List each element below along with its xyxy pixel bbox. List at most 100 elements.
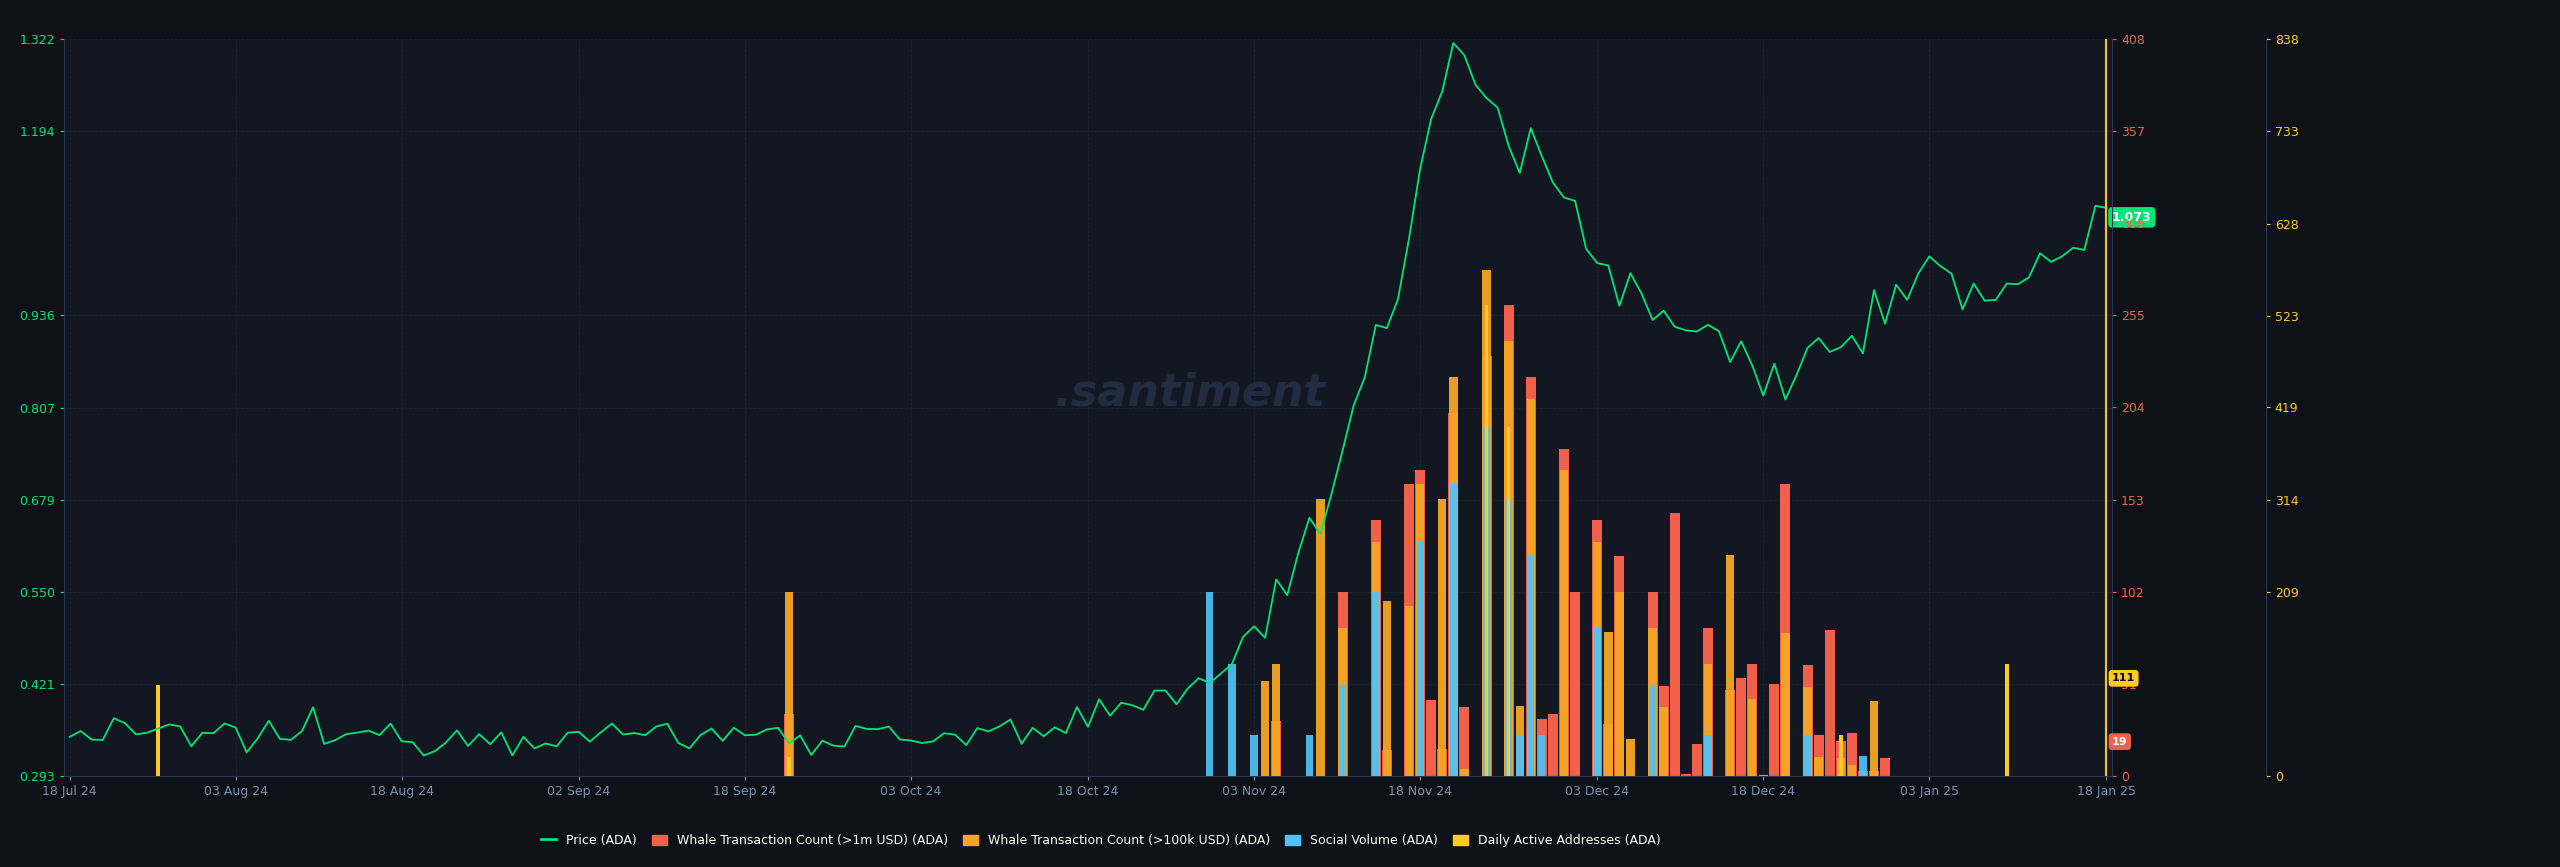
Bar <box>1549 826 1556 867</box>
Bar <box>289 857 292 867</box>
Bar <box>1838 834 1843 867</box>
Bar <box>1283 847 1290 867</box>
Bar <box>1582 854 1590 867</box>
Bar <box>1759 799 1766 867</box>
Bar <box>1846 733 1856 867</box>
Bar <box>1492 824 1503 867</box>
Bar <box>1669 513 1679 867</box>
Text: .santiment: .santiment <box>1055 371 1326 414</box>
Bar <box>1672 810 1679 867</box>
Bar <box>1316 860 1324 867</box>
Bar <box>1539 781 1546 867</box>
Bar <box>1482 270 1490 867</box>
Bar <box>1848 765 1856 867</box>
Bar <box>1605 632 1613 867</box>
Bar <box>1283 789 1293 867</box>
Bar <box>1682 825 1690 867</box>
Bar <box>1859 756 1866 867</box>
Bar <box>1759 785 1769 867</box>
Bar <box>1426 700 1436 867</box>
Bar <box>1869 701 1879 867</box>
Bar <box>1293 802 1303 867</box>
Bar <box>1725 690 1736 867</box>
Bar <box>1638 820 1646 867</box>
Bar <box>1603 725 1613 867</box>
Text: 19: 19 <box>2112 737 2127 746</box>
Text: 1.073: 1.073 <box>2112 211 2150 224</box>
Bar <box>1528 556 1533 867</box>
Bar <box>1382 832 1390 867</box>
Bar <box>1295 843 1300 867</box>
Bar <box>1748 700 1756 867</box>
Bar <box>1472 823 1480 867</box>
Bar <box>1748 663 1756 867</box>
Bar <box>1815 757 1823 867</box>
Bar <box>1659 861 1667 867</box>
Bar <box>1326 776 1336 867</box>
Bar <box>1416 485 1423 867</box>
Bar <box>1449 377 1457 867</box>
Bar <box>788 757 791 867</box>
Bar <box>1505 499 1513 867</box>
Bar <box>1492 826 1503 867</box>
Bar <box>1659 707 1669 867</box>
Bar <box>1772 843 1777 867</box>
Bar <box>1595 628 1600 867</box>
Bar <box>1802 688 1812 867</box>
Bar <box>1416 470 1426 867</box>
Bar <box>1339 592 1347 867</box>
Bar <box>1536 719 1546 867</box>
Bar <box>1539 735 1546 867</box>
Bar <box>1792 860 1800 867</box>
Bar <box>1393 812 1403 867</box>
Bar <box>1626 822 1636 867</box>
Bar <box>1316 792 1326 867</box>
Bar <box>1782 633 1789 867</box>
Bar <box>1559 470 1569 867</box>
Bar <box>1436 749 1446 867</box>
Bar <box>1869 771 1879 867</box>
Bar <box>1592 520 1603 867</box>
Bar <box>346 828 348 867</box>
Bar <box>1836 758 1846 867</box>
Bar <box>1641 865 1644 867</box>
Bar <box>1306 796 1313 867</box>
Bar <box>1649 592 1656 867</box>
Bar <box>1462 866 1467 867</box>
Bar <box>1779 485 1789 867</box>
Bar <box>1326 834 1336 867</box>
Bar <box>1859 771 1869 867</box>
Bar <box>1728 843 1731 867</box>
Bar <box>1382 601 1390 867</box>
Bar <box>1359 789 1370 867</box>
Bar <box>783 714 794 867</box>
Bar <box>1569 592 1580 867</box>
Bar <box>2004 663 2010 867</box>
Bar <box>1882 853 1889 867</box>
Bar <box>1661 862 1667 867</box>
Bar <box>1628 843 1633 867</box>
Bar <box>1469 825 1480 867</box>
Bar <box>1815 786 1823 867</box>
Bar <box>1229 663 1236 867</box>
Bar <box>1659 686 1669 867</box>
Bar <box>1516 812 1526 867</box>
Bar <box>1359 779 1370 867</box>
Bar <box>1702 628 1713 867</box>
Bar <box>1705 735 1713 867</box>
Bar <box>1503 305 1513 867</box>
Text: 111: 111 <box>2112 674 2135 683</box>
Bar <box>1859 786 1866 867</box>
Bar <box>1272 663 1280 867</box>
Bar <box>1582 802 1590 867</box>
Bar <box>1836 741 1846 867</box>
Bar <box>1508 427 1510 867</box>
Bar <box>1459 769 1469 867</box>
Bar <box>1825 630 1836 867</box>
Bar <box>1306 834 1313 867</box>
Bar <box>1370 520 1380 867</box>
Bar <box>1715 820 1723 867</box>
Bar <box>1692 834 1700 867</box>
Legend: Price (ADA), Whale Transaction Count (>1m USD) (ADA), Whale Transaction Count (>: Price (ADA), Whale Transaction Count (>1… <box>535 829 1667 852</box>
Bar <box>1349 838 1359 867</box>
